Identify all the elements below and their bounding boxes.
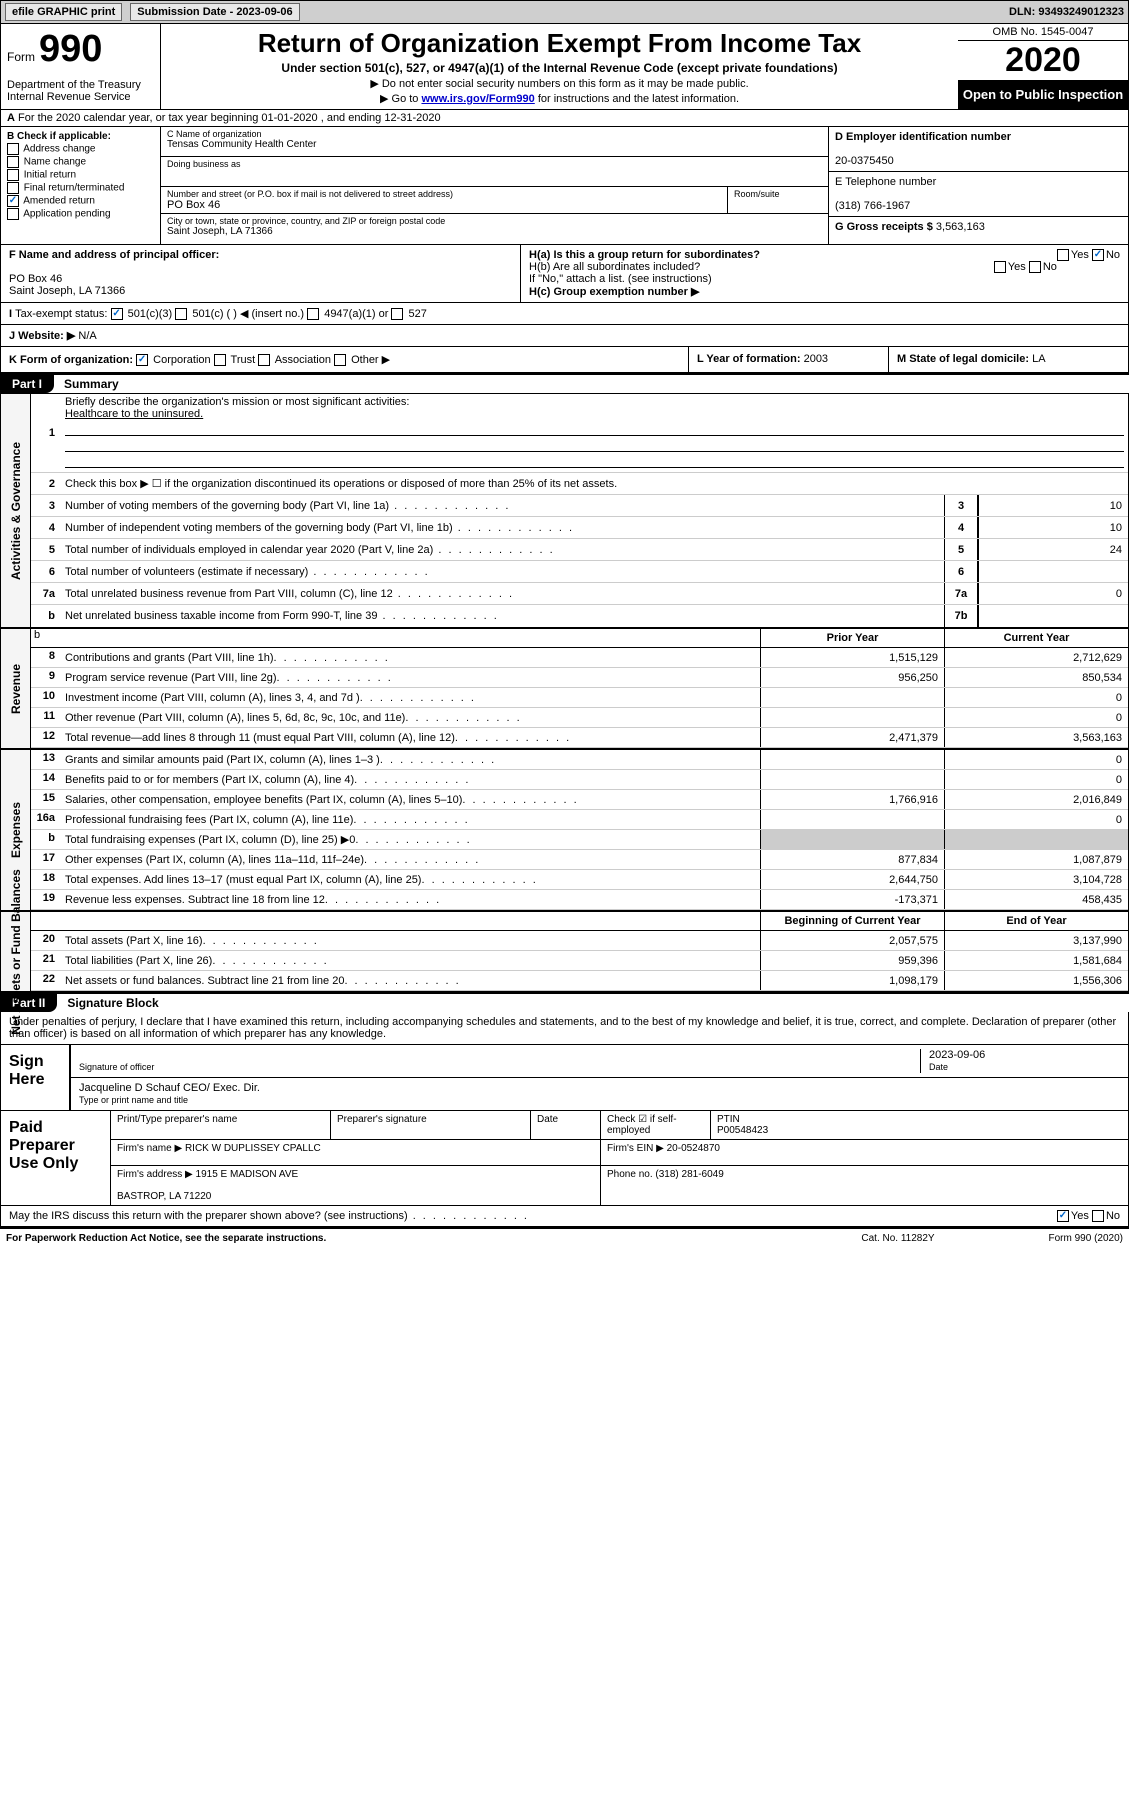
dln-label: DLN: 93493249012323: [1009, 6, 1124, 18]
part1-header: Part I Summary: [0, 373, 1129, 393]
revenue-section: Revenue bPrior YearCurrent Year 8Contrib…: [0, 628, 1129, 749]
ssn-note: Do not enter social security numbers on …: [169, 77, 950, 90]
gross-receipts-label: G Gross receipts $: [835, 221, 933, 233]
vlabel-ag: Activities & Governance: [9, 442, 23, 580]
B-check-3[interactable]: [7, 182, 19, 194]
officer-addr2: Saint Joseph, LA 71366: [9, 285, 125, 297]
B-check-1[interactable]: [7, 156, 19, 168]
officer-addr1: PO Box 46: [9, 273, 62, 285]
irs-link[interactable]: www.irs.gov/Form990: [421, 93, 534, 105]
Ha-no[interactable]: [1092, 249, 1104, 261]
Hb-label: H(b) Are all subordinates included?: [529, 261, 700, 273]
discuss-yes[interactable]: [1057, 1210, 1069, 1222]
row-I: I Tax-exempt status: 501(c)(3) 501(c) ( …: [0, 303, 1129, 325]
org-name: Tensas Community Health Center: [167, 139, 822, 150]
tax-year: 2020: [958, 41, 1128, 81]
Hb-yes[interactable]: [994, 261, 1006, 273]
paid-preparer-label: Paid Preparer Use Only: [1, 1111, 111, 1205]
row-F-H: F Name and address of principal officer:…: [0, 245, 1129, 303]
I-opt-3[interactable]: [391, 308, 403, 320]
Hb-note: If "No," attach a list. (see instruction…: [529, 273, 1120, 285]
form-subtitle: Under section 501(c), 527, or 4947(a)(1)…: [169, 61, 950, 75]
phone-value: (318) 766-1967: [835, 200, 910, 212]
officer-label: F Name and address of principal officer:: [9, 249, 219, 261]
sign-here-label: Sign Here: [1, 1045, 71, 1110]
link-note: Go to www.irs.gov/Form990 for instructio…: [169, 92, 950, 105]
expenses-section: Expenses 13Grants and similar amounts pa…: [0, 749, 1129, 911]
form-header: Form 990 Department of the Treasury Inte…: [0, 24, 1129, 110]
vlabel-exp: Expenses: [9, 802, 23, 858]
signature-block: Under penalties of perjury, I declare th…: [0, 1012, 1129, 1227]
discuss-no[interactable]: [1092, 1210, 1104, 1222]
dept-label: Department of the Treasury Internal Reve…: [7, 79, 154, 103]
phone-label: E Telephone number: [835, 176, 936, 188]
K-opt-0[interactable]: [136, 354, 148, 366]
form-word: Form: [7, 50, 35, 64]
page-footer: For Paperwork Reduction Act Notice, see …: [0, 1227, 1129, 1248]
netassets-section: Net Assets or Fund Balances Beginning of…: [0, 911, 1129, 992]
Ha-yes[interactable]: [1057, 249, 1069, 261]
org-name-label: C Name of organization: [167, 129, 822, 139]
row-J: J Website: ▶ N/A: [0, 325, 1129, 347]
B-check-5[interactable]: [7, 208, 19, 220]
vlabel-rev: Revenue: [9, 664, 23, 714]
section-B-label: B Check if applicable:: [7, 131, 111, 142]
addr-label: Number and street (or P.O. box if mail i…: [167, 189, 721, 199]
Hc-label: H(c) Group exemption number ▶: [529, 286, 699, 298]
city-label: City or town, state or province, country…: [167, 216, 822, 226]
B-check-2[interactable]: [7, 169, 19, 181]
street-address: PO Box 46: [167, 199, 721, 211]
efile-print-button[interactable]: efile GRAPHIC print: [5, 3, 122, 21]
K-opt-3[interactable]: [334, 354, 346, 366]
form-title: Return of Organization Exempt From Incom…: [169, 28, 950, 59]
public-inspection-badge: Open to Public Inspection: [958, 81, 1128, 109]
mission-text: Healthcare to the uninsured.: [65, 408, 203, 420]
perjury-statement: Under penalties of perjury, I declare th…: [1, 1012, 1128, 1044]
omb-number: OMB No. 1545-0047: [958, 24, 1128, 41]
Hb-no[interactable]: [1029, 261, 1041, 273]
I-opt-1[interactable]: [175, 308, 187, 320]
B-check-4[interactable]: [7, 195, 19, 207]
K-opt-2[interactable]: [258, 354, 270, 366]
submission-date-button[interactable]: Submission Date - 2023-09-06: [130, 3, 299, 21]
form-number: 990: [39, 28, 102, 71]
part2-header: Part II Signature Block: [0, 992, 1129, 1012]
Ha-label: H(a) Is this a group return for subordin…: [529, 249, 760, 261]
ein-label: D Employer identification number: [835, 131, 1011, 143]
dba-label: Doing business as: [167, 159, 822, 169]
entity-block: B Check if applicable: Address change Na…: [0, 127, 1129, 245]
B-check-0[interactable]: [7, 143, 19, 155]
I-opt-0[interactable]: [111, 308, 123, 320]
vlabel-na: Net Assets or Fund Balances: [9, 869, 23, 1035]
top-toolbar: efile GRAPHIC print Submission Date - 20…: [0, 0, 1129, 24]
activities-governance: Activities & Governance 1 Briefly descri…: [0, 393, 1129, 628]
room-suite-label: Room/suite: [728, 187, 828, 213]
I-opt-2[interactable]: [307, 308, 319, 320]
ein-value: 20-0375450: [835, 155, 894, 167]
row-A: A For the 2020 calendar year, or tax yea…: [0, 110, 1129, 127]
row-K-L-M: K Form of organization: Corporation Trus…: [0, 347, 1129, 373]
K-opt-1[interactable]: [214, 354, 226, 366]
gross-receipts-value: 3,563,163: [936, 221, 985, 233]
city-state-zip: Saint Joseph, LA 71366: [167, 226, 822, 237]
